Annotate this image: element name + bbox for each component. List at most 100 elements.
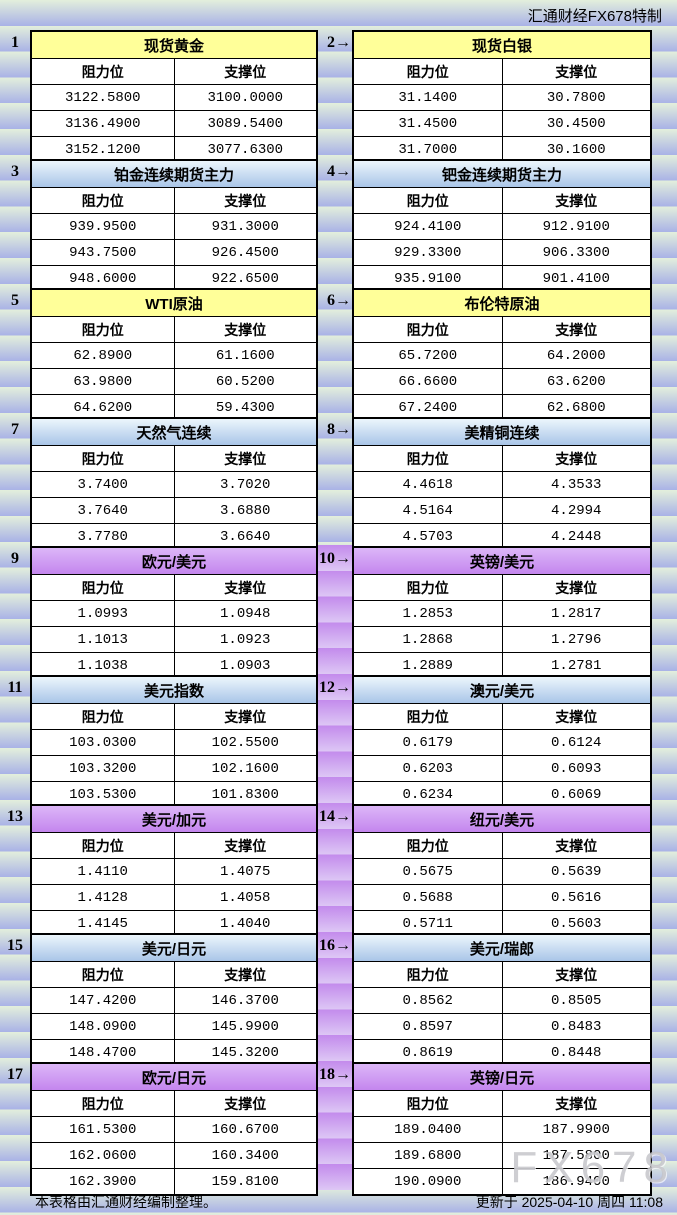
support-header: 支撑位 — [173, 58, 318, 85]
table-header-row: 阻力位 支撑位 — [352, 703, 652, 730]
page-attribution: 汇通财经FX678特制 — [527, 8, 662, 25]
right-margin — [652, 545, 677, 674]
support-value: 1.2796 — [501, 626, 652, 653]
price-table: 欧元/美元 阻力位 支撑位 1.0993 1.0948 1.1013 1.092… — [30, 546, 318, 680]
resistance-value: 0.5711 — [352, 910, 503, 938]
resistance-header: 阻力位 — [30, 961, 175, 988]
support-value: 30.7800 — [501, 84, 652, 111]
table-title: 钯金连续期货主力 — [352, 159, 652, 188]
table-title: 英镑/美元 — [352, 546, 652, 575]
resistance-value: 31.1400 — [352, 84, 503, 111]
footer-updated-time: 更新于 2025-04-10 周四 11:08 — [475, 1194, 663, 1210]
right-margin — [652, 416, 677, 545]
table-row: 0.8562 0.8505 — [352, 987, 652, 1014]
table-number: 14→ — [318, 803, 352, 932]
support-value: 4.2994 — [501, 497, 652, 524]
tables-grid: 1 现货黄金 阻力位 支撑位 3122.5800 3100.0000 3136.… — [0, 29, 677, 1196]
support-value: 61.1600 — [173, 342, 318, 369]
support-value: 0.8483 — [501, 1013, 652, 1040]
resistance-value: 103.0300 — [30, 729, 175, 756]
table-header-row: 阻力位 支撑位 — [30, 58, 318, 85]
price-table: 欧元/日元 阻力位 支撑位 161.5300 160.6700 162.0600… — [30, 1062, 318, 1196]
table-title: 美元/加元 — [30, 804, 318, 833]
resistance-value: 1.4128 — [30, 884, 175, 911]
table-header-row: 阻力位 支撑位 — [352, 961, 652, 988]
right-margin — [652, 158, 677, 287]
table-row: 189.6800 187.5800 — [352, 1142, 652, 1169]
section-row: 5 WTI原油 阻力位 支撑位 62.8900 61.1600 63.9800 … — [0, 287, 677, 422]
table-title-row: 美元/瑞郎 — [352, 933, 652, 962]
resistance-header: 阻力位 — [352, 961, 503, 988]
table-number: 10→ — [318, 545, 352, 674]
table-header-row: 阻力位 支撑位 — [30, 703, 318, 730]
section-row: 17 欧元/日元 阻力位 支撑位 161.5300 160.6700 162.0… — [0, 1061, 677, 1196]
support-value: 59.4300 — [173, 394, 318, 422]
table-row: 3.7780 3.6640 — [30, 523, 318, 551]
table-row: 1.1013 1.0923 — [30, 626, 318, 653]
support-value: 160.6700 — [173, 1116, 318, 1143]
resistance-value: 939.9500 — [30, 213, 175, 240]
support-value: 0.6093 — [501, 755, 652, 782]
support-header: 支撑位 — [501, 187, 652, 214]
right-margin — [652, 29, 677, 158]
table-header-row: 阻力位 支撑位 — [352, 1090, 652, 1117]
table-row: 65.7200 64.2000 — [352, 342, 652, 369]
right-margin — [652, 803, 677, 932]
resistance-header: 阻力位 — [30, 703, 175, 730]
table-row: 3136.4900 3089.5400 — [30, 110, 318, 137]
price-table: 澳元/美元 阻力位 支撑位 0.6179 0.6124 0.6203 0.609… — [352, 675, 652, 809]
table-row: 1.4145 1.4040 — [30, 910, 318, 938]
table-row: 31.1400 30.7800 — [352, 84, 652, 111]
support-header: 支撑位 — [173, 574, 318, 601]
support-value: 0.8448 — [501, 1039, 652, 1067]
table-row: 1.2889 1.2781 — [352, 652, 652, 680]
table-container: 美元/日元 阻力位 支撑位 147.4200 146.3700 148.0900… — [30, 932, 318, 1067]
price-table: 天然气连续 阻力位 支撑位 3.7400 3.7020 3.7640 3.688… — [30, 417, 318, 551]
table-row: 1.0993 1.0948 — [30, 600, 318, 627]
table-row: 929.3300 906.3300 — [352, 239, 652, 266]
resistance-header: 阻力位 — [352, 1090, 503, 1117]
support-header: 支撑位 — [501, 1090, 652, 1117]
resistance-header: 阻力位 — [352, 187, 503, 214]
table-title-row: 英镑/日元 — [352, 1062, 652, 1091]
support-header: 支撑位 — [173, 961, 318, 988]
support-value: 64.2000 — [501, 342, 652, 369]
support-value: 931.3000 — [173, 213, 318, 240]
support-header: 支撑位 — [173, 1090, 318, 1117]
support-value: 3.6880 — [173, 497, 318, 524]
resistance-value: 162.0600 — [30, 1142, 175, 1169]
footer-source-note: 本表格由汇通财经编制整理。 — [35, 1194, 217, 1210]
table-title-row: 钯金连续期货主力 — [352, 159, 652, 188]
table-row: 4.5164 4.2994 — [352, 497, 652, 524]
table-container: 英镑/美元 阻力位 支撑位 1.2853 1.2817 1.2868 1.279… — [352, 545, 652, 680]
table-title: 欧元/日元 — [30, 1062, 318, 1091]
support-value: 63.6200 — [501, 368, 652, 395]
table-number: 18→ — [318, 1061, 352, 1190]
support-header: 支撑位 — [173, 316, 318, 343]
table-row: 935.9100 901.4100 — [352, 265, 652, 293]
resistance-value: 3122.5800 — [30, 84, 175, 111]
resistance-header: 阻力位 — [352, 832, 503, 859]
table-row: 1.2853 1.2817 — [352, 600, 652, 627]
table-number: 8→ — [327, 421, 351, 438]
support-value: 1.4058 — [173, 884, 318, 911]
table-row: 0.8619 0.8448 — [352, 1039, 652, 1067]
table-number: 1 — [11, 34, 19, 51]
resistance-value: 67.2400 — [352, 394, 503, 422]
resistance-header: 阻力位 — [30, 58, 175, 85]
table-number: 7 — [11, 421, 19, 438]
resistance-value: 1.2868 — [352, 626, 503, 653]
support-value: 187.9900 — [501, 1116, 652, 1143]
table-container: WTI原油 阻力位 支撑位 62.8900 61.1600 63.9800 60… — [30, 287, 318, 422]
table-header-row: 阻力位 支撑位 — [30, 187, 318, 214]
table-container: 美元/瑞郎 阻力位 支撑位 0.8562 0.8505 0.8597 0.848… — [352, 932, 652, 1067]
table-header-row: 阻力位 支撑位 — [352, 832, 652, 859]
table-title-row: 美精铜连续 — [352, 417, 652, 446]
support-value: 4.3533 — [501, 471, 652, 498]
price-table: WTI原油 阻力位 支撑位 62.8900 61.1600 63.9800 60… — [30, 288, 318, 422]
table-row: 4.4618 4.3533 — [352, 471, 652, 498]
table-container: 铂金连续期货主力 阻力位 支撑位 939.9500 931.3000 943.7… — [30, 158, 318, 293]
table-row: 0.8597 0.8483 — [352, 1013, 652, 1040]
table-row: 3.7640 3.6880 — [30, 497, 318, 524]
support-value: 146.3700 — [173, 987, 318, 1014]
